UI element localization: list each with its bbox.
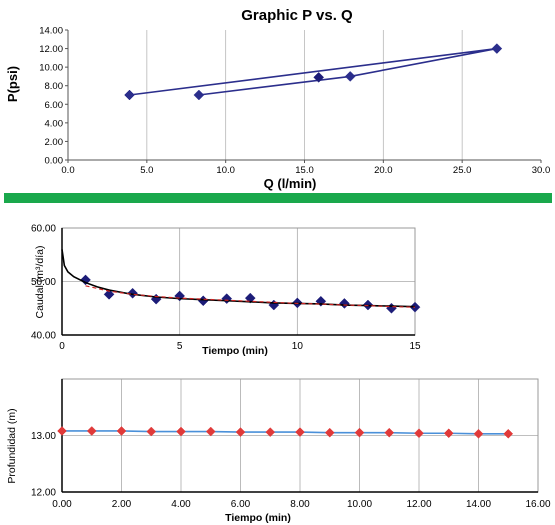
chart1-y-tick-label: 14.00 — [39, 26, 63, 37]
chart3-x-tick-label: 8.00 — [290, 499, 310, 510]
chart3-x-tick-label: 4.00 — [171, 499, 191, 510]
chart3-ylabel: Profundidad (m) — [6, 408, 18, 483]
chart1-axes — [65, 29, 542, 163]
chart2-x-tick-label: 15 — [409, 341, 421, 352]
chart1-series-0-point — [124, 89, 135, 101]
chart2-series-0-point — [127, 287, 138, 299]
chart3-series-0-point — [176, 426, 186, 437]
chart3-series-0-line — [62, 430, 509, 435]
chart1-x-tick-label: 10.0 — [216, 165, 235, 176]
chart2-gridlines — [62, 227, 416, 335]
chart2-y-tick-label: 60.00 — [31, 224, 56, 235]
chart2-series-0-point — [197, 295, 209, 307]
chart1-y-tick-label: 6.00 — [45, 100, 64, 111]
chart-caudal-vs-tiempo: Caudal (m³/día) Tiempo (min) 0 5 10 15 40.00… — [31, 224, 421, 358]
chart1-gridlines — [146, 30, 463, 160]
chart3-series — [57, 426, 514, 439]
chart3-x-tick-label: 10.00 — [347, 499, 372, 510]
chart2-x-tick-label: 10 — [292, 341, 304, 352]
chart2-series-0-point — [268, 299, 280, 311]
chart1-y-tick-label: 8.00 — [45, 81, 64, 92]
chart3-series-0-point — [443, 428, 454, 439]
chart2-series-1-line — [61, 249, 416, 308]
chart3-series-0-point — [324, 427, 335, 438]
chart2-axes — [61, 227, 416, 336]
chart1-y-tick-label: 12.00 — [39, 44, 63, 55]
chart1-x-tick-label: 30.0 — [532, 165, 551, 176]
chart-p-vs-q: Graphic P vs. Q P(psi) Q (l/min) 0.0 5.0 1… — [5, 7, 550, 191]
chart3-series-0-point — [473, 428, 484, 439]
chart3-series-0-point — [57, 426, 67, 436]
chart2-series-0-point — [150, 293, 162, 305]
chart1-x-tick-label: 20.0 — [374, 165, 393, 176]
chart2-series-0-point — [80, 274, 91, 286]
chart2-x-tick-label: 0 — [59, 341, 65, 352]
chart3-series-0-point — [295, 427, 305, 437]
chart3-x-tick-label: 14.00 — [466, 499, 491, 510]
chart1-y-tick-label: 10.00 — [39, 63, 63, 74]
chart1-series-1-point — [313, 72, 325, 83]
chart1-series-0-line — [129, 47, 498, 96]
chart3-series-0-point — [235, 427, 246, 437]
chart2-x-tick-label: 5 — [177, 341, 183, 352]
chart3-x-tick-label: 0.00 — [52, 499, 72, 510]
chart2-series-0-point — [386, 302, 397, 314]
chart3-series-0-point — [265, 427, 276, 437]
chart1-y-tick-label: 4.00 — [45, 118, 64, 129]
chart2-series-0-point — [103, 288, 115, 300]
chart1-series — [124, 43, 503, 101]
chart3-series-0-point — [146, 426, 157, 437]
chart1-series-0-point — [344, 71, 356, 82]
chart2-series — [61, 249, 421, 314]
chart2-y-tick-label: 50.00 — [31, 277, 56, 288]
chart2-ylabel: Caudal (m³/día) — [34, 246, 46, 319]
chart1-xlabel: Q (l/min) — [264, 176, 317, 191]
chart3-series-0-point — [205, 426, 216, 437]
chart1-x-tick-label: 15.0 — [295, 165, 314, 176]
chart2-tick-labels: 0 5 10 15 40.00 50.00 60.00 — [31, 224, 421, 353]
chart1-y-tick-label: 0.00 — [45, 156, 64, 167]
chart1-x-tick-label: 25.0 — [453, 165, 472, 176]
chart3-y-tick-label: 13.00 — [31, 431, 56, 442]
chart-profundidad-vs-tiempo: Profundidad (m) Tiempo (min) 0.00 2.00 4.0… — [6, 378, 551, 524]
chart3-tick-labels: 0.00 2.00 4.00 6.00 8.00 10.00 12.00 14.00 16.00… — [31, 431, 551, 510]
chart1-tick-labels: 0.0 5.0 10.0 15.0 20.0 25.0 30.0 0.00 2.00 4.00 6.… — [39, 26, 550, 177]
chart3-series-0-point — [414, 428, 424, 439]
chart1-series-0-point — [193, 89, 205, 101]
chart3-x-tick-label: 6.00 — [231, 499, 251, 510]
chart2-y-tick-label: 40.00 — [31, 331, 56, 342]
chart2-series-0-point — [221, 293, 233, 304]
chart3-series-0-point — [503, 428, 514, 439]
chart2-series-0-point — [339, 298, 350, 309]
chart2-series-2-line — [85, 285, 416, 308]
chart1-x-tick-label: 5.0 — [140, 165, 153, 176]
chart3-series-0-point — [86, 426, 97, 436]
chart1-x-tick-label: 0.0 — [61, 165, 74, 176]
chart3-x-tick-label: 16.00 — [525, 499, 550, 510]
chart1-ylabel: P(psi) — [5, 66, 20, 102]
chart3-series-0-point — [384, 427, 395, 438]
section-separator-bar — [4, 193, 552, 203]
chart3-x-tick-label: 2.00 — [112, 499, 132, 510]
chart3-y-tick-label: 12.00 — [31, 488, 56, 499]
chart3-x-tick-label: 12.00 — [406, 499, 431, 510]
chart1-series-0-point — [491, 43, 503, 54]
chart3-series-0-point — [116, 426, 127, 436]
chart3-xlabel: Tiempo (min) — [225, 512, 291, 524]
chart2-xlabel: Tiempo (min) — [202, 345, 268, 357]
chart3-series-0-point — [354, 427, 365, 438]
chart1-y-tick-label: 2.00 — [45, 137, 64, 148]
chart1-title: Graphic P vs. Q — [241, 7, 353, 24]
